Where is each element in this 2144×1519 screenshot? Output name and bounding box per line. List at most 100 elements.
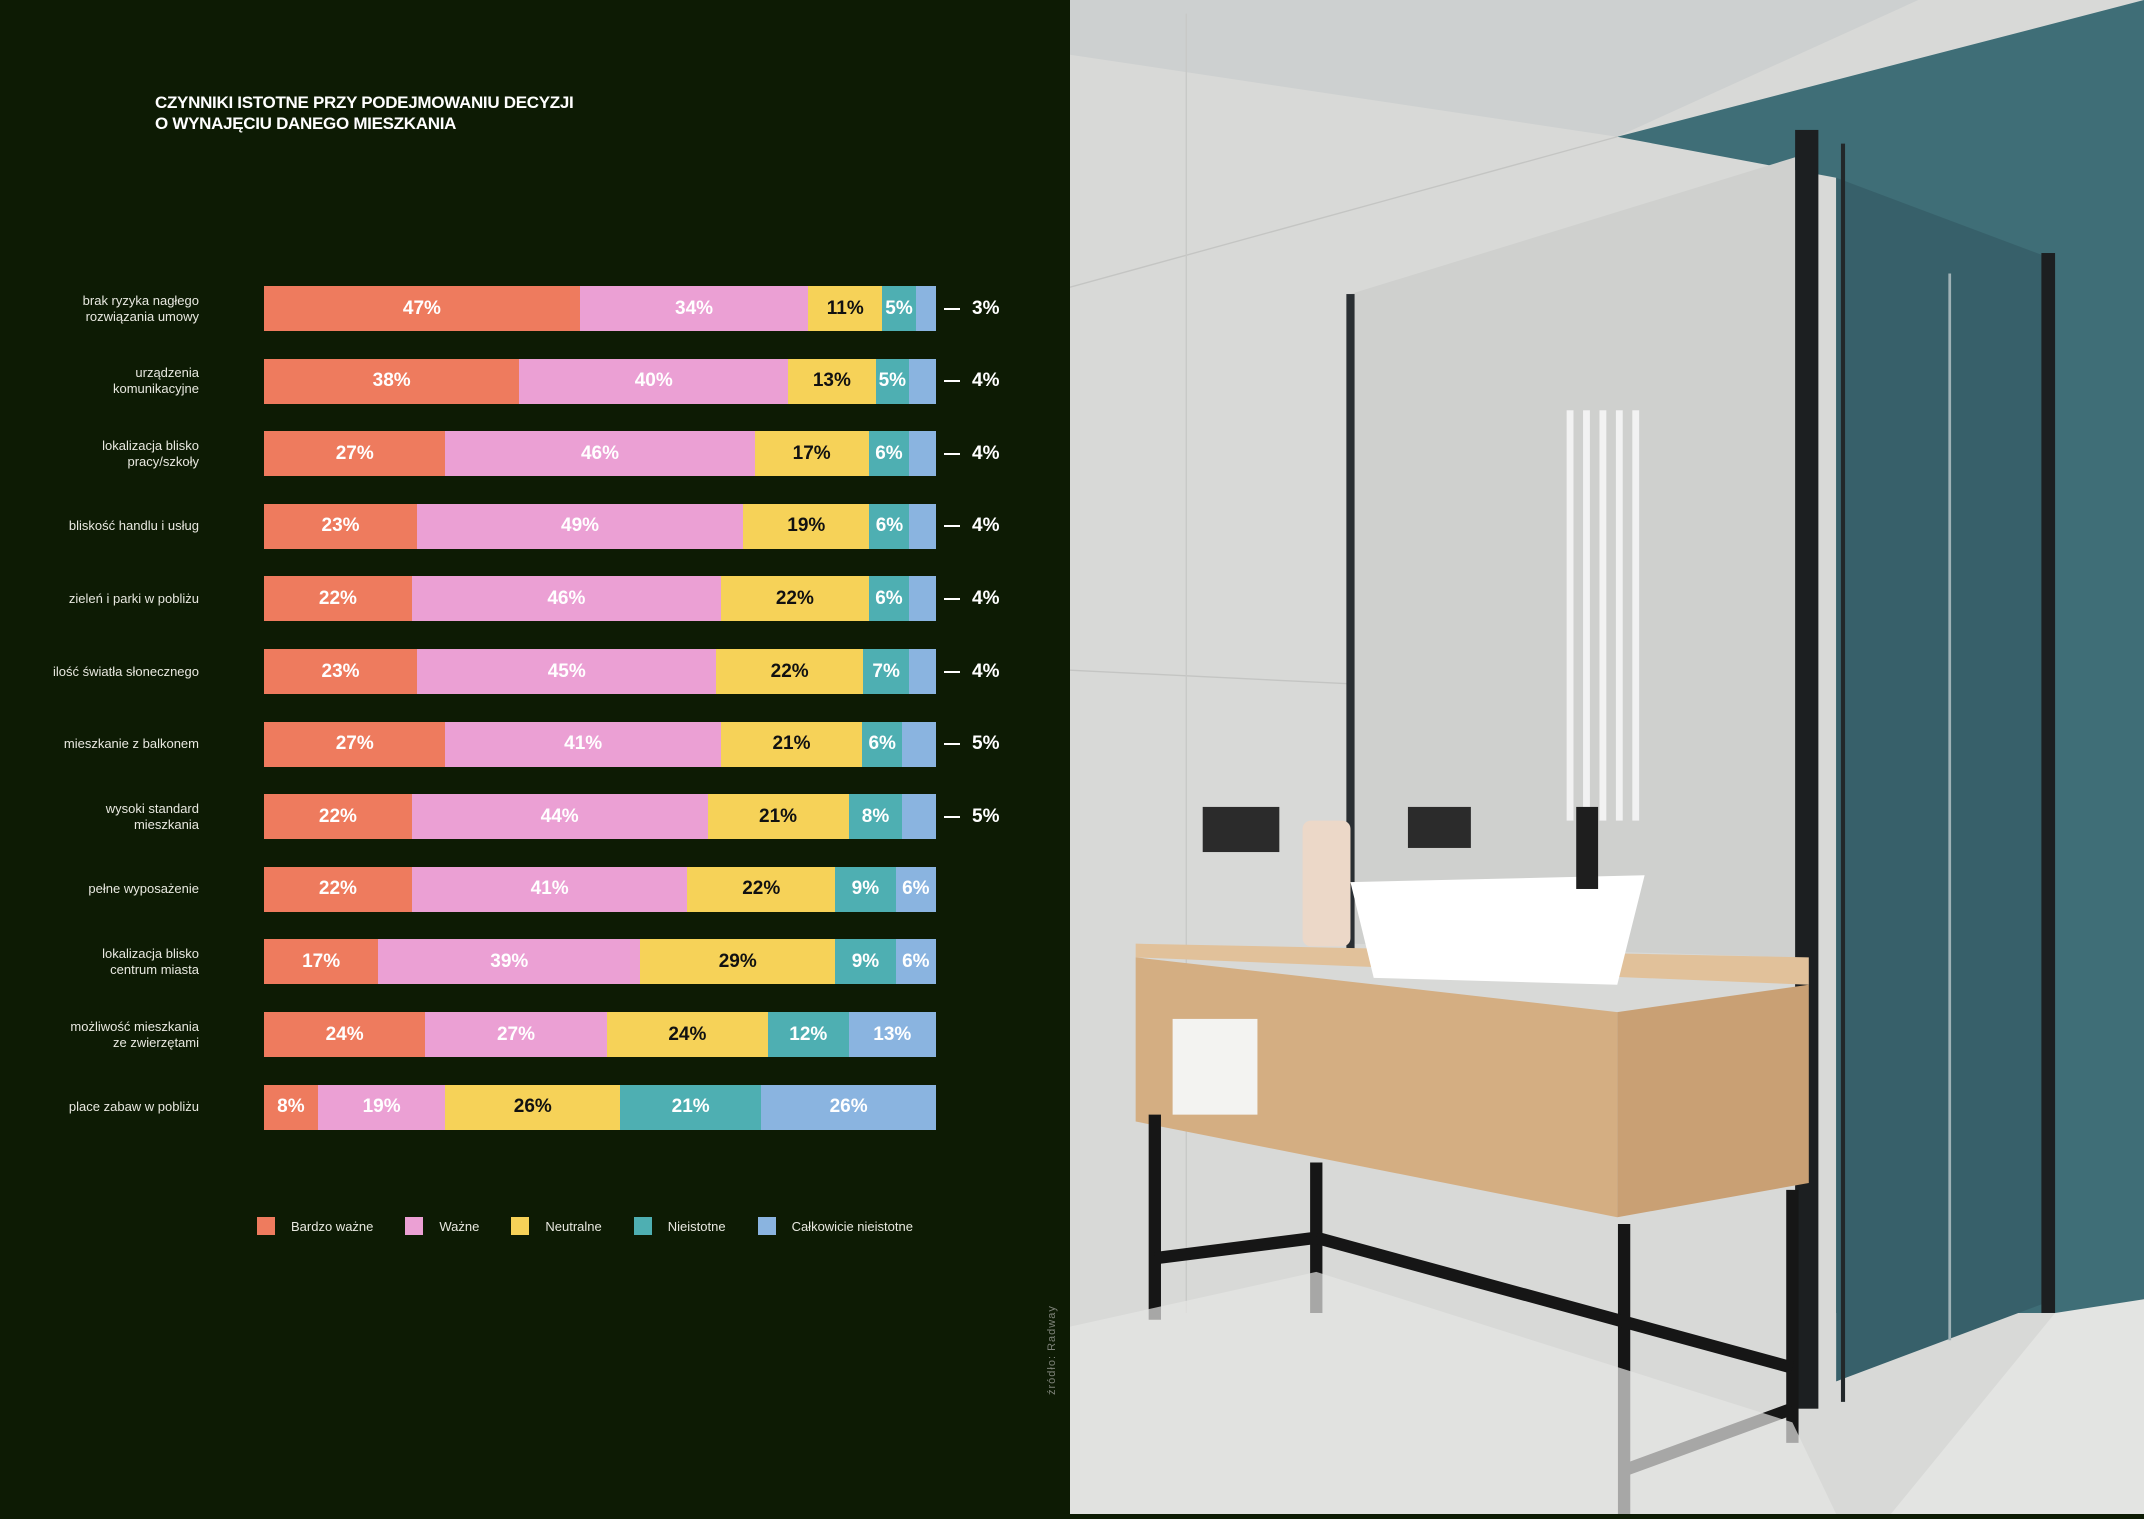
- data-label: 41%: [564, 733, 603, 755]
- leader-line: [944, 307, 960, 310]
- stacked-bar: 24% 27% 24% 12% 13%: [264, 1012, 936, 1057]
- category-label-line: urządzenia: [135, 365, 199, 381]
- data-label: 47%: [402, 297, 441, 319]
- data-label: 41%: [530, 878, 569, 900]
- stacked-bar: 22% 44% 21% 8%: [264, 794, 936, 840]
- data-label: 17%: [302, 950, 341, 972]
- bar-segment: 11%: [808, 286, 883, 331]
- bar-segment: 45%: [417, 649, 717, 694]
- data-label: 22%: [770, 660, 809, 682]
- category-label: brak ryzyka nagłego rozwiązania umowy: [0, 293, 199, 325]
- data-label: 46%: [547, 587, 586, 609]
- bar-segment: 5%: [875, 358, 910, 404]
- data-label: 45%: [547, 660, 586, 682]
- category-label-line: pracy/szkoły: [127, 453, 199, 469]
- chart-title: CZYNNIKI ISTOTNE PRZY PODEJMOWANIU DECYZ…: [155, 92, 574, 134]
- bar-segment: 38%: [264, 358, 520, 404]
- data-label: 6%: [902, 950, 930, 972]
- outside-data-label: 3%: [944, 298, 999, 320]
- bar-row: mieszkanie z balkonem 27% 41% 21% 6% 5%: [0, 721, 1070, 767]
- data-label: 29%: [718, 950, 757, 972]
- data-label: 12%: [789, 1023, 828, 1045]
- legend-swatch: [633, 1217, 652, 1235]
- data-label: 7%: [872, 660, 900, 682]
- bar-segment: 39%: [378, 939, 641, 985]
- bar-segment: [915, 286, 936, 331]
- legend-label: Całkowicie nieistotne: [791, 1218, 913, 1234]
- bar-row: zieleń i parki w pobliżu 22% 46% 22% 6% 4%: [0, 576, 1070, 622]
- bar-segment: 13%: [848, 1012, 936, 1057]
- data-label: 8%: [277, 1096, 305, 1118]
- bar-segment: 22%: [264, 794, 412, 840]
- data-label: 22%: [318, 587, 357, 609]
- data-label: 4%: [972, 660, 1000, 682]
- bar-segment: [902, 721, 936, 767]
- category-label: lokalizacja blisko pracy/szkoły: [0, 438, 199, 470]
- bar-segment: 22%: [687, 866, 836, 912]
- bar-segment: [909, 649, 936, 694]
- outside-data-label: 5%: [944, 806, 999, 828]
- data-label: 6%: [875, 587, 903, 609]
- data-label: 19%: [787, 515, 826, 537]
- category-label: urządzenia komunikacyjne: [0, 365, 199, 397]
- chart-title-line-2: O WYNAJĘCIU DANEGO MIESZKANIA: [155, 114, 457, 133]
- category-label-line: komunikacyjne: [113, 381, 199, 397]
- outside-data-label: 4%: [944, 661, 999, 683]
- bar-segment: 23%: [264, 649, 418, 694]
- legend-item: Ważne: [405, 1217, 479, 1235]
- legend-item: Neutralne: [511, 1217, 602, 1235]
- data-label: 23%: [321, 660, 360, 682]
- outside-data-label: 4%: [944, 443, 999, 465]
- data-label: 21%: [671, 1096, 710, 1118]
- category-label-line: ze zwierzętami: [113, 1034, 199, 1050]
- category-label-line: brak ryzyka nagłego: [82, 292, 199, 308]
- legend-swatch: [757, 1217, 776, 1235]
- bar-row: urządzenia komunikacyjne 38% 40% 13% 5% 4%: [0, 358, 1070, 404]
- legend-label: Neutralne: [545, 1218, 602, 1234]
- bar-segment: 12%: [767, 1012, 849, 1057]
- category-label: lokalizacja blisko centrum miasta: [0, 946, 199, 978]
- data-label: 4%: [972, 587, 1000, 609]
- bar-segment: 13%: [788, 358, 876, 404]
- leader-line: [944, 380, 960, 383]
- stacked-bar: 23% 49% 19% 6%: [264, 503, 937, 549]
- category-label-line: mieszkania: [133, 816, 199, 832]
- stacked-bar: 22% 46% 22% 6%: [264, 576, 936, 622]
- bar-segment: 41%: [411, 866, 688, 912]
- data-label: 5%: [878, 370, 907, 392]
- data-label: 23%: [321, 515, 360, 537]
- data-label: 4%: [972, 370, 1000, 392]
- bar-segment: 27%: [425, 1012, 607, 1057]
- data-label: 22%: [775, 587, 814, 609]
- data-label: 27%: [335, 442, 374, 464]
- bar-segment: [909, 576, 936, 622]
- data-label: 4%: [972, 515, 1000, 537]
- bar-row: lokalizacja blisko pracy/szkoły 27% 46% 17% 6…: [0, 431, 1070, 477]
- bar-segment: 40%: [519, 358, 789, 404]
- bathroom-illustration: [1069, 0, 2144, 1514]
- bathroom-photo: [1069, 0, 2144, 1514]
- bar-row: place zabaw w pobliżu 8% 19% 26% 21% 26%: [0, 1084, 1070, 1130]
- category-label-line: możliwość mieszkania: [70, 1018, 199, 1034]
- category-label-line: place zabaw w pobliżu: [68, 1099, 199, 1115]
- bar-segment: 22%: [720, 576, 869, 622]
- data-label: 40%: [634, 370, 673, 392]
- infographic-panel: CZYNNIKI ISTOTNE PRZY PODEJMOWANIU DECYZ…: [0, 0, 1070, 1514]
- category-label-line: mieszkanie z balkonem: [63, 736, 199, 752]
- data-label: 5%: [972, 733, 1000, 755]
- data-label: 49%: [561, 515, 600, 537]
- leader-line: [944, 743, 960, 746]
- bar-segment: 6%: [895, 939, 936, 985]
- bar-segment: [902, 794, 936, 840]
- bar-segment: 44%: [411, 794, 708, 840]
- bar-segment: 21%: [620, 1084, 762, 1130]
- bar-segment: 22%: [264, 866, 412, 912]
- bar-segment: 6%: [869, 503, 910, 549]
- category-label: bliskość handlu i usług: [0, 518, 199, 534]
- category-label: place zabaw w pobliżu: [0, 1099, 199, 1115]
- leader-line: [944, 525, 960, 528]
- data-label: 26%: [513, 1096, 552, 1118]
- category-label-line: zieleń i parki w pobliżu: [68, 590, 199, 606]
- legend-swatch: [511, 1217, 530, 1235]
- bar-row: bliskość handlu i usług 23% 49% 19% 6% 4%: [0, 503, 1070, 549]
